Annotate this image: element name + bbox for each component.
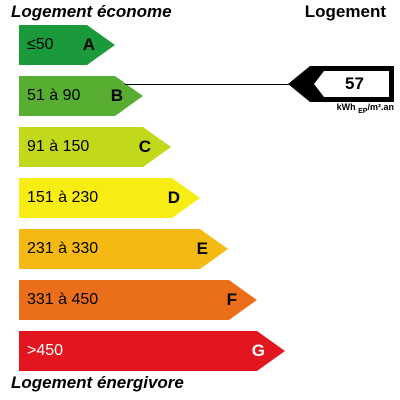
- energy-band-b: 51 à 90 B: [19, 76, 143, 116]
- band-range-label: 51 à 90: [27, 87, 81, 104]
- band-letter: A: [82, 35, 95, 54]
- efficient-housing-label: Logement économe: [11, 2, 172, 21]
- unit-sub: EP: [358, 107, 368, 115]
- consumption-unit: kWh EP/m².an: [337, 102, 394, 115]
- band-letter: G: [251, 341, 265, 360]
- unit-main: kWh: [336, 102, 356, 112]
- indicator-value-box: [314, 71, 389, 97]
- energy-band-d: 151 à 230 D: [19, 178, 200, 218]
- consumption-indicator: 57: [288, 66, 394, 102]
- band-range-label: 331 à 450: [27, 291, 99, 308]
- unit-rest: /m².an: [367, 102, 394, 112]
- band-letter: D: [167, 188, 180, 207]
- housing-label: Logement: [304, 2, 386, 21]
- band-range-label: 91 à 150: [27, 138, 90, 155]
- energy-band-g: >450 G: [19, 331, 285, 371]
- band-letter: E: [196, 239, 208, 258]
- energy-intensive-housing-label: Logement énergivore: [11, 373, 184, 392]
- band-range-label: 231 à 330: [27, 240, 99, 257]
- band-range-label: >450: [27, 342, 64, 359]
- band-letter: B: [110, 86, 123, 105]
- band-letter: F: [226, 290, 237, 309]
- energy-band-c: 91 à 150 C: [19, 127, 171, 167]
- consumption-value: 57: [345, 74, 364, 93]
- band-letter: C: [138, 137, 151, 156]
- indicator-leader-line: [125, 84, 292, 85]
- band-range-label: ≤50: [27, 36, 54, 53]
- energy-band-a: ≤50 A: [19, 25, 115, 65]
- band-range-label: 151 à 230: [27, 189, 99, 206]
- energy-band-f: 331 à 450 F: [19, 280, 257, 320]
- energy-band-e: 231 à 330 E: [19, 229, 228, 269]
